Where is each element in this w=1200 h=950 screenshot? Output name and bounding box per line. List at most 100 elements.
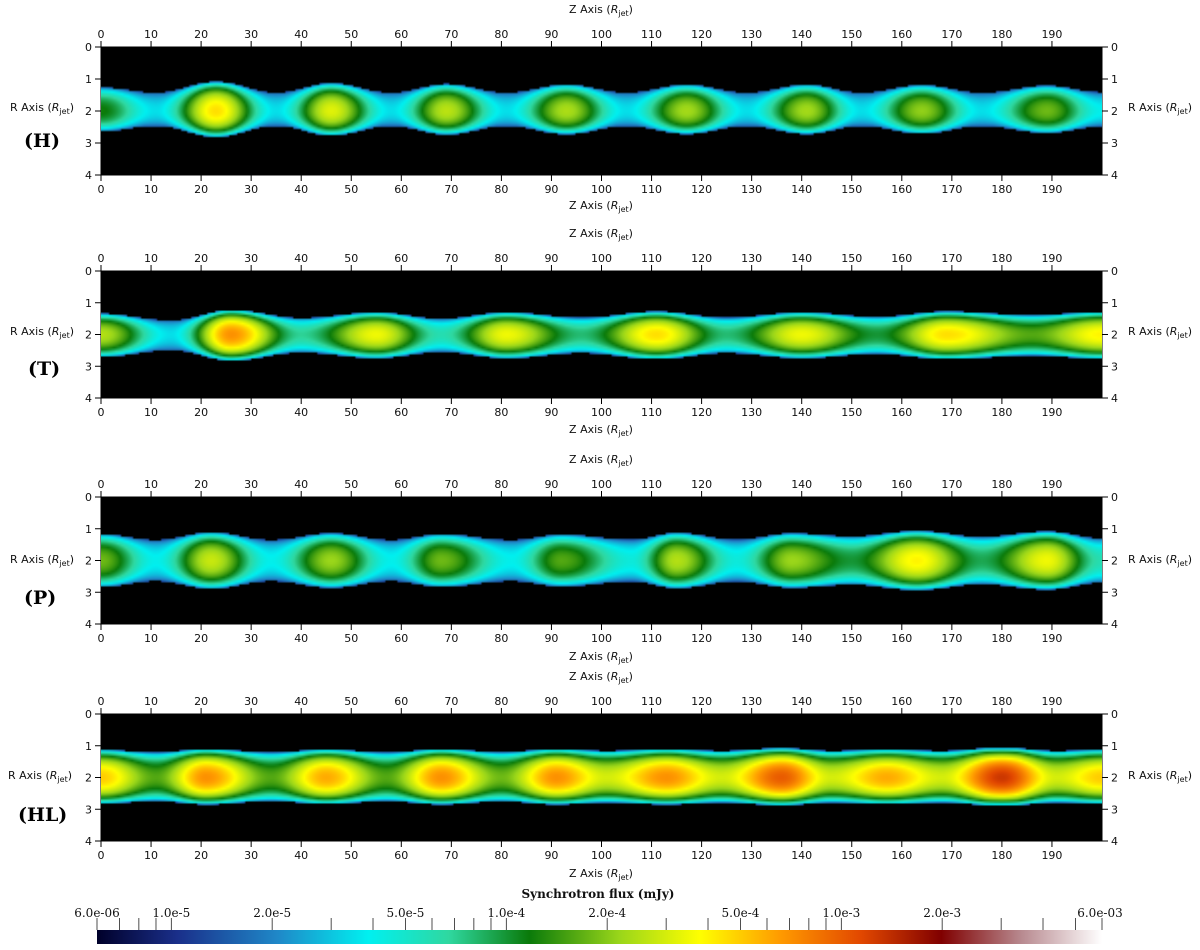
x-axis-title-bottom: Z Axis (Rjet) bbox=[569, 423, 633, 438]
x-tick-label: 100 bbox=[591, 478, 612, 491]
y-tick-label: 2 bbox=[85, 329, 92, 342]
x-tick-label: 60 bbox=[394, 183, 408, 196]
x-tick-label: 30 bbox=[244, 695, 258, 708]
x-tick-label: 60 bbox=[394, 849, 408, 862]
x-tick-label: 80 bbox=[494, 695, 508, 708]
x-tick-label: 80 bbox=[494, 183, 508, 196]
x-tick-label: 60 bbox=[394, 632, 408, 645]
y-tick-label: 2 bbox=[1111, 105, 1118, 118]
x-tick-label: 160 bbox=[891, 849, 912, 862]
colorbar-tick-label: 5.0e-5 bbox=[387, 906, 425, 920]
y-axis-title-left: R Axis (Rjet) bbox=[10, 101, 74, 116]
heatmap bbox=[101, 47, 1102, 175]
heatmap-image bbox=[101, 271, 1102, 398]
y-axis-title-left: R Axis (Rjet) bbox=[8, 769, 72, 784]
y-tick-label: 0 bbox=[85, 708, 92, 721]
x-tick-label: 160 bbox=[891, 406, 912, 419]
colorbar-title: Synchrotron flux (mJy) bbox=[522, 887, 675, 901]
y-tick-label: 2 bbox=[85, 772, 92, 785]
panel-hl: 0010102020303040405050606070708080909010… bbox=[8, 670, 1192, 882]
tick-group: 0010102020303040405050606070708080909010… bbox=[85, 695, 1118, 862]
x-tick-label: 140 bbox=[791, 183, 812, 196]
x-tick-label: 50 bbox=[344, 183, 358, 196]
x-tick-label: 130 bbox=[741, 252, 762, 265]
y-tick-label: 4 bbox=[1111, 169, 1118, 182]
x-tick-label: 170 bbox=[941, 406, 962, 419]
x-tick-label: 190 bbox=[1041, 28, 1062, 41]
y-axis-title-right: R Axis (Rjet) bbox=[1128, 769, 1192, 784]
x-axis-title-bottom: Z Axis (Rjet) bbox=[569, 867, 633, 882]
x-tick-label: 100 bbox=[591, 695, 612, 708]
y-tick-label: 1 bbox=[1111, 73, 1118, 86]
heatmap bbox=[101, 714, 1102, 841]
x-tick-label: 180 bbox=[991, 28, 1012, 41]
x-tick-label: 160 bbox=[891, 478, 912, 491]
y-tick-label: 1 bbox=[85, 73, 92, 86]
x-tick-label: 90 bbox=[544, 252, 558, 265]
y-tick-label: 3 bbox=[1111, 586, 1118, 599]
x-tick-label: 70 bbox=[444, 183, 458, 196]
y-tick-label: 2 bbox=[85, 555, 92, 568]
y-tick-label: 0 bbox=[85, 491, 92, 504]
x-tick-label: 80 bbox=[494, 478, 508, 491]
panel-label: (H) bbox=[24, 130, 60, 152]
x-tick-label: 130 bbox=[741, 478, 762, 491]
x-tick-label: 0 bbox=[98, 252, 105, 265]
x-tick-label: 160 bbox=[891, 183, 912, 196]
x-tick-label: 60 bbox=[394, 695, 408, 708]
y-tick-label: 3 bbox=[85, 137, 92, 150]
x-tick-label: 90 bbox=[544, 632, 558, 645]
x-tick-label: 10 bbox=[144, 632, 158, 645]
x-tick-label: 150 bbox=[841, 183, 862, 196]
x-tick-label: 110 bbox=[641, 406, 662, 419]
x-tick-label: 140 bbox=[791, 695, 812, 708]
y-tick-label: 2 bbox=[1111, 555, 1118, 568]
x-tick-label: 110 bbox=[641, 695, 662, 708]
x-tick-label: 40 bbox=[294, 28, 308, 41]
x-tick-label: 190 bbox=[1041, 252, 1062, 265]
panel-p: 0010102020303040405050606070708080909010… bbox=[10, 453, 1192, 665]
x-tick-label: 0 bbox=[98, 632, 105, 645]
y-tick-label: 3 bbox=[85, 360, 92, 373]
x-tick-label: 80 bbox=[494, 28, 508, 41]
y-tick-label: 3 bbox=[1111, 137, 1118, 150]
x-tick-label: 180 bbox=[991, 406, 1012, 419]
y-tick-label: 2 bbox=[1111, 329, 1118, 342]
x-tick-label: 140 bbox=[791, 478, 812, 491]
x-tick-label: 130 bbox=[741, 695, 762, 708]
x-tick-label: 150 bbox=[841, 478, 862, 491]
x-tick-label: 180 bbox=[991, 183, 1012, 196]
x-tick-label: 120 bbox=[691, 632, 712, 645]
x-tick-label: 60 bbox=[394, 252, 408, 265]
x-tick-label: 120 bbox=[691, 478, 712, 491]
x-tick-label: 120 bbox=[691, 406, 712, 419]
x-tick-label: 40 bbox=[294, 478, 308, 491]
heatmap-image bbox=[101, 497, 1102, 624]
y-axis-title-right: R Axis (Rjet) bbox=[1128, 553, 1192, 568]
x-tick-label: 60 bbox=[394, 478, 408, 491]
y-axis-title-right: R Axis (Rjet) bbox=[1128, 101, 1192, 116]
y-tick-label: 4 bbox=[85, 618, 92, 631]
x-tick-label: 0 bbox=[98, 183, 105, 196]
x-tick-label: 40 bbox=[294, 183, 308, 196]
x-tick-label: 150 bbox=[841, 28, 862, 41]
x-tick-label: 120 bbox=[691, 252, 712, 265]
x-tick-label: 80 bbox=[494, 632, 508, 645]
x-tick-label: 70 bbox=[444, 478, 458, 491]
y-tick-label: 0 bbox=[1111, 265, 1118, 278]
x-tick-label: 50 bbox=[344, 252, 358, 265]
colorbar-tick-label: 5.0e-4 bbox=[722, 906, 760, 920]
x-tick-label: 30 bbox=[244, 252, 258, 265]
x-tick-label: 120 bbox=[691, 183, 712, 196]
tick-group: 0010102020303040405050606070708080909010… bbox=[85, 478, 1118, 645]
x-tick-label: 110 bbox=[641, 478, 662, 491]
x-tick-label: 10 bbox=[144, 183, 158, 196]
colorbar-min-label: 6.0e-06 bbox=[74, 906, 120, 920]
x-tick-label: 0 bbox=[98, 849, 105, 862]
x-tick-label: 170 bbox=[941, 252, 962, 265]
x-tick-label: 170 bbox=[941, 632, 962, 645]
x-tick-label: 170 bbox=[941, 28, 962, 41]
x-tick-label: 30 bbox=[244, 406, 258, 419]
y-tick-label: 4 bbox=[1111, 392, 1118, 405]
x-tick-label: 160 bbox=[891, 252, 912, 265]
